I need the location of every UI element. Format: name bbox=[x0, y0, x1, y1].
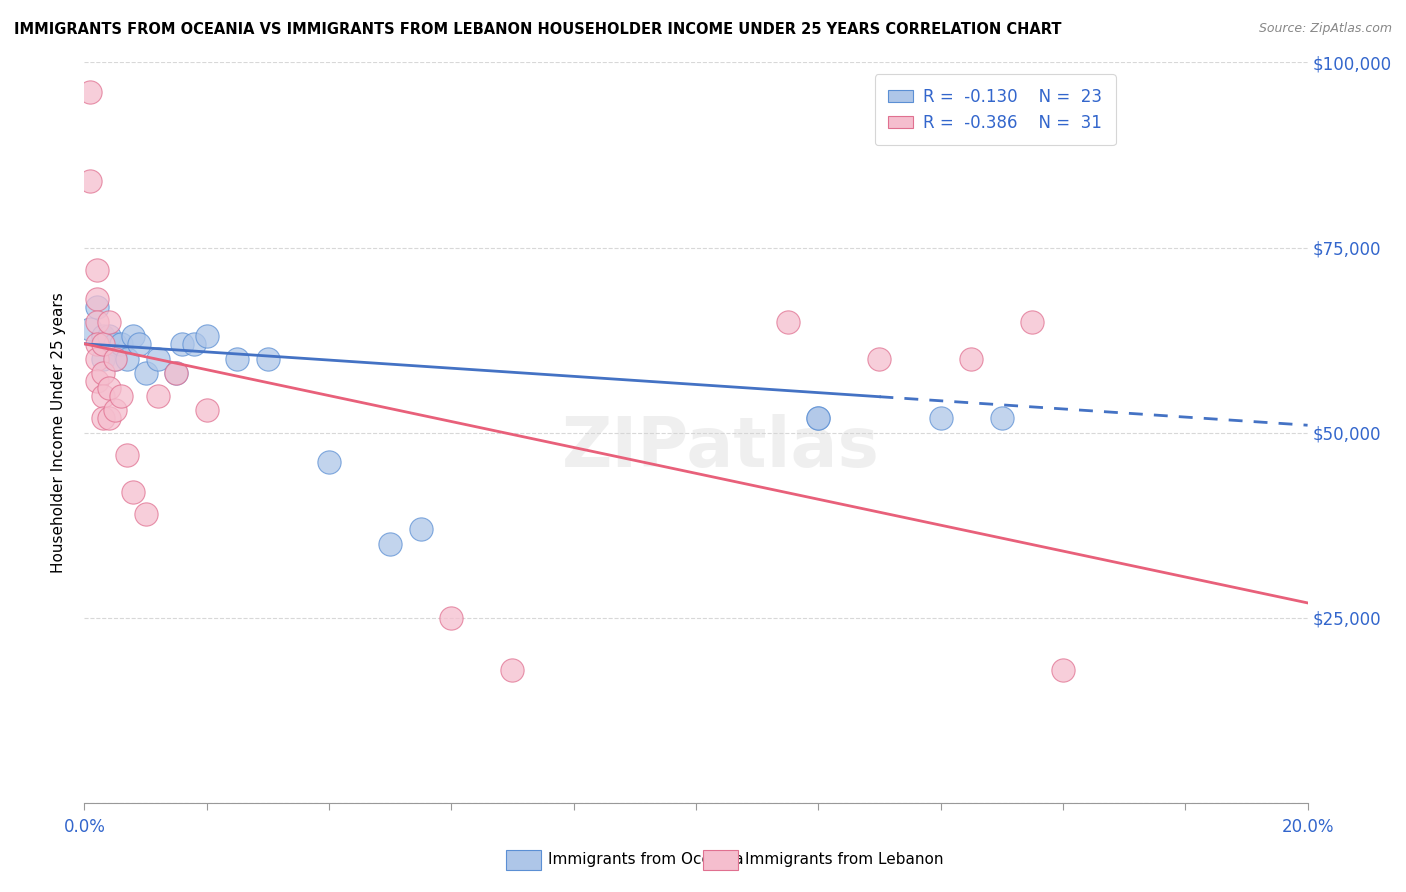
Point bbox=[115, 351, 138, 366]
Y-axis label: Householder Income Under 25 years: Householder Income Under 25 years bbox=[51, 293, 66, 573]
Point bbox=[86, 374, 108, 388]
Point bbox=[91, 351, 114, 366]
Text: IMMIGRANTS FROM OCEANIA VS IMMIGRANTS FROM LEBANON HOUSEHOLDER INCOME UNDER 25 Y: IMMIGRANTS FROM OCEANIA VS IMMIGRANTS FR… bbox=[14, 22, 1062, 37]
Point bbox=[79, 85, 101, 99]
Point bbox=[502, 663, 524, 677]
Point bbox=[128, 336, 150, 351]
Point bbox=[122, 329, 145, 343]
Point bbox=[1052, 663, 1074, 677]
Point bbox=[86, 262, 108, 277]
Point bbox=[807, 410, 830, 425]
Point bbox=[104, 351, 127, 366]
Point bbox=[195, 403, 218, 417]
Point bbox=[97, 314, 120, 328]
Point bbox=[86, 336, 108, 351]
Point bbox=[115, 448, 138, 462]
Point bbox=[110, 388, 132, 402]
Point bbox=[104, 403, 127, 417]
Point bbox=[776, 314, 799, 328]
Text: Immigrants from Oceania: Immigrants from Oceania bbox=[548, 853, 744, 867]
Point bbox=[1021, 314, 1043, 328]
Legend: R =  -0.130    N =  23, R =  -0.386    N =  31: R = -0.130 N = 23, R = -0.386 N = 31 bbox=[875, 74, 1116, 145]
Point bbox=[195, 329, 218, 343]
Point bbox=[183, 336, 205, 351]
Point bbox=[104, 351, 127, 366]
Point bbox=[97, 329, 120, 343]
Point bbox=[104, 336, 127, 351]
Point bbox=[86, 293, 108, 307]
Point bbox=[91, 329, 114, 343]
Point bbox=[165, 367, 187, 381]
Point bbox=[409, 522, 432, 536]
Point bbox=[257, 351, 280, 366]
Point bbox=[91, 410, 114, 425]
Text: Source: ZipAtlas.com: Source: ZipAtlas.com bbox=[1258, 22, 1392, 36]
Point bbox=[91, 367, 114, 381]
Point bbox=[380, 536, 402, 550]
Point bbox=[991, 410, 1014, 425]
Point bbox=[79, 174, 101, 188]
Point bbox=[91, 388, 114, 402]
Point bbox=[97, 410, 120, 425]
Point bbox=[960, 351, 983, 366]
Point bbox=[226, 351, 249, 366]
Point bbox=[97, 381, 120, 395]
Point bbox=[807, 410, 830, 425]
Point bbox=[86, 300, 108, 314]
Point bbox=[110, 336, 132, 351]
Point bbox=[86, 314, 108, 328]
Text: ZIPatlas: ZIPatlas bbox=[561, 414, 879, 481]
Text: Immigrants from Lebanon: Immigrants from Lebanon bbox=[745, 853, 943, 867]
Point bbox=[440, 610, 463, 624]
Point bbox=[135, 367, 157, 381]
Point bbox=[79, 322, 101, 336]
Point bbox=[86, 351, 108, 366]
Point bbox=[869, 351, 891, 366]
Point bbox=[318, 455, 340, 469]
Point bbox=[146, 388, 169, 402]
Point bbox=[929, 410, 952, 425]
Point bbox=[172, 336, 194, 351]
Point bbox=[91, 336, 114, 351]
Point bbox=[146, 351, 169, 366]
Point bbox=[122, 484, 145, 499]
Point bbox=[165, 367, 187, 381]
Point bbox=[135, 507, 157, 521]
